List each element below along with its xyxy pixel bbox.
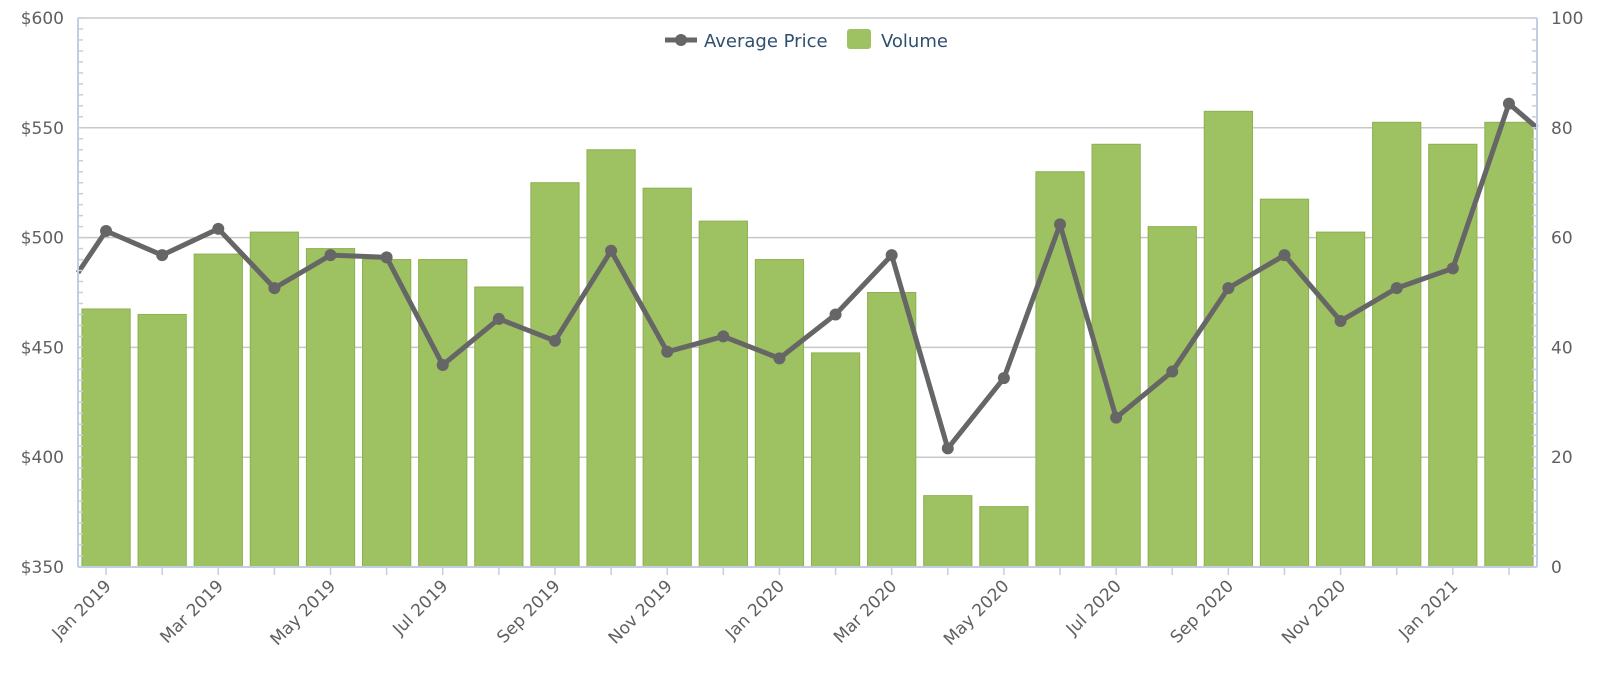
average-price-line bbox=[75, 97, 1539, 455]
volume-bar[interactable] bbox=[923, 495, 973, 568]
volume-bar[interactable] bbox=[1203, 110, 1253, 568]
volume-bar[interactable] bbox=[1315, 231, 1366, 568]
price-point[interactable] bbox=[1334, 315, 1347, 328]
left-axis-tick-label: $600 bbox=[21, 9, 64, 29]
x-axis-tick-label: May 2020 bbox=[940, 576, 1013, 649]
price-point[interactable] bbox=[436, 358, 449, 371]
price-point[interactable] bbox=[268, 282, 281, 295]
axes bbox=[77, 17, 1538, 575]
volume-bar[interactable] bbox=[642, 187, 692, 568]
price-point[interactable] bbox=[1110, 411, 1123, 424]
left-axis-tick-label: $400 bbox=[21, 448, 64, 468]
volume-bar[interactable] bbox=[362, 259, 412, 568]
volume-bar[interactable] bbox=[81, 308, 131, 568]
volume-bar[interactable] bbox=[586, 149, 636, 568]
volume-bar[interactable] bbox=[193, 253, 243, 568]
right-axis-tick-label: 20 bbox=[1551, 448, 1573, 468]
price-point[interactable] bbox=[380, 251, 393, 264]
right-axis-tick-label: 0 bbox=[1551, 558, 1562, 578]
x-axis-tick-label: Jul 2019 bbox=[389, 576, 453, 640]
volume-bar[interactable] bbox=[810, 352, 861, 568]
price-point[interactable] bbox=[1054, 218, 1067, 231]
x-axis-tick-label: Mar 2019 bbox=[157, 576, 228, 647]
volume-bar[interactable] bbox=[530, 182, 580, 568]
legend-label-volume: Volume bbox=[881, 31, 948, 52]
right-axis-tick-label: 80 bbox=[1551, 119, 1573, 139]
x-axis-tick-label: Jan 2020 bbox=[721, 576, 789, 644]
x-axis-tick-label: Nov 2020 bbox=[1278, 576, 1350, 648]
price-point[interactable] bbox=[829, 308, 842, 321]
volume-bar[interactable] bbox=[137, 313, 187, 568]
right-axis-tick-label: 40 bbox=[1551, 338, 1573, 358]
price-point[interactable] bbox=[1502, 97, 1515, 110]
price-point[interactable] bbox=[1278, 249, 1291, 262]
right-axis-tick-label: 100 bbox=[1551, 9, 1583, 29]
price-point[interactable] bbox=[212, 222, 225, 235]
left-axis-tick-label: $450 bbox=[21, 338, 64, 358]
price-point[interactable] bbox=[1446, 262, 1459, 275]
volume-bar[interactable] bbox=[754, 259, 805, 568]
price-point[interactable] bbox=[492, 312, 505, 325]
volume-bar[interactable] bbox=[474, 286, 524, 568]
price-point[interactable] bbox=[156, 249, 169, 262]
volume-bar[interactable] bbox=[418, 259, 468, 568]
volume-bar[interactable] bbox=[698, 220, 748, 568]
x-axis-tick-label: Jul 2020 bbox=[1062, 576, 1126, 640]
volume-bar[interactable] bbox=[305, 248, 356, 568]
price-point[interactable] bbox=[1390, 282, 1403, 295]
volume-bar[interactable] bbox=[1372, 121, 1422, 568]
volume-bar[interactable] bbox=[979, 506, 1029, 568]
legend-bar-swatch bbox=[847, 29, 871, 49]
legend-marker-swatch bbox=[675, 34, 687, 46]
price-point[interactable] bbox=[548, 334, 561, 347]
volume-bar[interactable] bbox=[1484, 121, 1534, 568]
x-axis-tick-label: Sep 2019 bbox=[493, 576, 564, 647]
x-axis-tick-label: Mar 2020 bbox=[830, 576, 901, 647]
left-axis-tick-label: $550 bbox=[21, 119, 64, 139]
price-point[interactable] bbox=[885, 249, 898, 262]
price-point[interactable] bbox=[997, 372, 1010, 385]
price-point[interactable] bbox=[100, 225, 113, 238]
left-axis-tick-label: $350 bbox=[21, 558, 64, 578]
price-point[interactable] bbox=[1222, 282, 1235, 295]
right-axis-tick-label: 60 bbox=[1551, 229, 1573, 249]
left-axis-tick-label: $500 bbox=[21, 229, 64, 249]
price-point[interactable] bbox=[1166, 365, 1179, 378]
volume-bar[interactable] bbox=[1035, 171, 1085, 568]
price-point[interactable] bbox=[941, 442, 954, 455]
x-axis-tick-label: Jan 2021 bbox=[1395, 576, 1463, 644]
price-point[interactable] bbox=[661, 345, 674, 358]
price-point[interactable] bbox=[717, 330, 730, 343]
legend-item-average-price[interactable]: Average Price bbox=[665, 31, 828, 52]
x-axis-tick-label: May 2019 bbox=[267, 576, 340, 649]
x-axis-tick-label: Sep 2020 bbox=[1167, 576, 1238, 647]
price-line bbox=[75, 101, 1539, 451]
x-axis-tick-label: Nov 2019 bbox=[605, 576, 677, 648]
legend[interactable]: Average Price Volume bbox=[665, 29, 948, 52]
price-point[interactable] bbox=[773, 352, 786, 365]
price-point[interactable] bbox=[605, 244, 618, 257]
legend-item-volume[interactable]: Volume bbox=[847, 29, 948, 52]
price-point[interactable] bbox=[324, 249, 337, 262]
volume-bar[interactable] bbox=[1147, 226, 1197, 568]
x-axis-tick-label: Jan 2019 bbox=[48, 576, 116, 644]
legend-label-average-price: Average Price bbox=[704, 31, 828, 52]
volume-bar[interactable] bbox=[1428, 143, 1478, 568]
volume-bar[interactable] bbox=[867, 292, 917, 568]
